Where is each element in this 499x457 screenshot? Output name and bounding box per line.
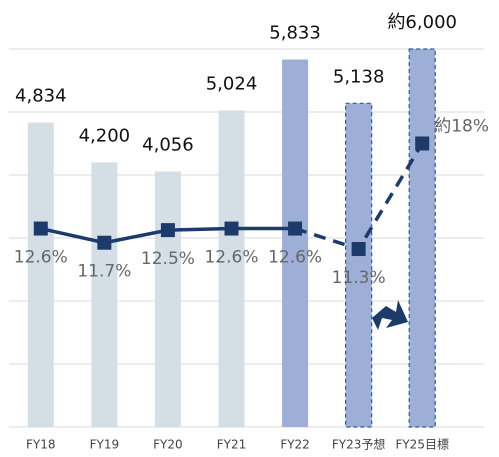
- arrow-icon: [372, 300, 408, 330]
- bar: [218, 110, 245, 427]
- x-tick-label: FY23予想: [332, 437, 386, 452]
- bar: [91, 162, 118, 427]
- bar-value-label: 5,024: [206, 73, 258, 94]
- bar-value-label: 4,200: [79, 125, 131, 146]
- line-value-label: 12.6%: [14, 248, 68, 268]
- marker: [351, 242, 366, 257]
- marker: [224, 221, 239, 236]
- bar: [345, 102, 373, 428]
- bar-value-label: 5,833: [269, 23, 321, 44]
- line-value-label: 11.3%: [332, 268, 386, 288]
- bar: [27, 122, 54, 427]
- marker: [160, 223, 175, 238]
- line-value-label: 12.6%: [204, 248, 258, 268]
- line-value-label: 12.6%: [268, 248, 322, 268]
- bar-value-label: 4,834: [15, 85, 67, 106]
- bar: [408, 48, 436, 428]
- marker: [415, 136, 430, 151]
- line-value-label: 12.5%: [141, 249, 195, 269]
- x-tick-label: FY21: [217, 438, 247, 452]
- x-tick-label: FY18: [26, 438, 56, 452]
- marker: [97, 235, 112, 250]
- marker: [33, 221, 48, 236]
- bar: [154, 171, 181, 427]
- x-tick-label: FY22: [280, 438, 310, 452]
- x-tick-label: FY19: [90, 438, 120, 452]
- x-tick-label: FY25目標: [395, 438, 449, 452]
- bar: [282, 59, 309, 428]
- line-value-label: 約18%: [434, 117, 489, 137]
- bar-value-label: 4,056: [142, 134, 194, 155]
- arrow: [372, 300, 408, 330]
- marker: [288, 221, 303, 236]
- x-tick-label: FY20: [153, 438, 183, 452]
- line-value-label: 11.7%: [77, 262, 131, 282]
- bar-value-label: 5,138: [333, 66, 385, 87]
- bar-value-label: 約6,000: [387, 12, 457, 33]
